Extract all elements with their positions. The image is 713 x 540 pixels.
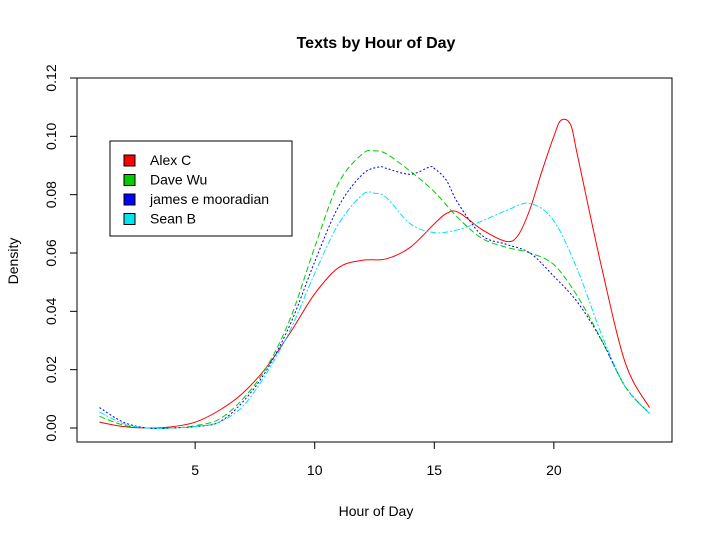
y-tick-label: 0.04 <box>43 297 59 324</box>
series-lines <box>99 118 650 429</box>
legend-label: james e mooradian <box>149 191 269 207</box>
legend: Alex C Dave Wu james e mooradian Sean B <box>109 140 293 237</box>
chart-title: Texts by Hour of Day <box>297 35 456 52</box>
legend-label: Sean B <box>150 211 196 227</box>
y-tick-label: 0.00 <box>43 414 59 441</box>
legend-box <box>109 140 293 237</box>
y-axis: 0.00 0.02 0.04 0.06 0.08 0.10 0.12 <box>43 64 78 442</box>
y-tick-label: 0.02 <box>43 356 59 383</box>
x-tick-label: 15 <box>426 462 442 478</box>
legend-swatch <box>123 154 136 167</box>
series-line-1 <box>99 149 650 429</box>
legend-label: Alex C <box>150 152 191 168</box>
series-line-3 <box>99 191 650 429</box>
x-tick-label: 10 <box>307 462 323 478</box>
legend-swatch <box>123 213 136 225</box>
legend-label: Dave Wu <box>150 172 207 188</box>
legend-swatch <box>123 174 136 186</box>
x-tick-label: 5 <box>191 462 199 478</box>
x-axis-label: Hour of Day <box>339 503 414 519</box>
x-axis: 5 10 15 20 <box>191 441 562 478</box>
series-line-2 <box>99 165 650 429</box>
y-tick-label: 0.10 <box>43 122 59 149</box>
legend-swatch <box>123 193 136 206</box>
y-tick-label: 0.08 <box>43 181 59 208</box>
series-line-0 <box>99 118 650 429</box>
x-tick-label: 20 <box>546 462 562 478</box>
y-tick-label: 0.06 <box>43 239 59 266</box>
y-axis-label: Density <box>5 238 21 285</box>
y-tick-label: 0.12 <box>43 64 59 91</box>
